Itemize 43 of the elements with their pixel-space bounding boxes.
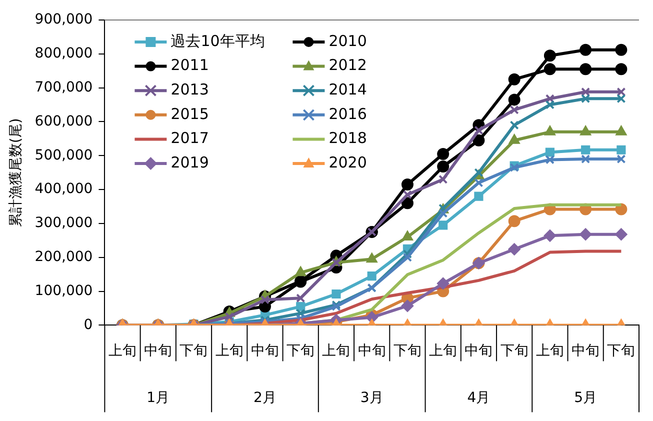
- text: 5月: [574, 390, 598, 406]
- x-tick-label: 上旬: [108, 343, 137, 360]
- legend-label: 2020: [328, 153, 367, 172]
- legend-label: 2016: [328, 104, 367, 123]
- y-axis-title: 累計漁獲尾数(尾): [8, 118, 24, 228]
- x-tick-label: 下旬: [286, 343, 315, 360]
- x-tick-label: 中旬: [144, 343, 172, 360]
- y-tick-label: 0: [84, 316, 93, 333]
- legend-label: 2019: [170, 153, 209, 172]
- legend-label: 2012: [328, 56, 367, 74]
- legend-label: 2013: [170, 80, 209, 98]
- y-tick-label: 500,000: [34, 147, 93, 164]
- y-tick-label: 300,000: [34, 215, 93, 232]
- y-tick-label: 200,000: [34, 249, 93, 266]
- y-tick-label: 100,000: [34, 282, 93, 299]
- legend-label: 2015: [170, 104, 209, 123]
- legend-label: 2010: [328, 32, 367, 50]
- y-tick-label: 400,000: [34, 181, 93, 198]
- x-tick-label: 下旬: [500, 343, 528, 360]
- x-tick-label: 下旬: [393, 343, 422, 360]
- text: 3月: [360, 390, 384, 406]
- x-tick-label: 下旬: [180, 343, 208, 360]
- x-tick-label: 下旬: [607, 343, 636, 360]
- legend-label: 2017: [170, 129, 209, 148]
- text: 4月: [467, 390, 490, 406]
- legend-label: 2011: [170, 56, 209, 74]
- text: 2月: [254, 390, 276, 406]
- x-tick-label: 中旬: [250, 343, 279, 360]
- y-tick-label: 600,000: [34, 113, 93, 130]
- legend-label: 2014: [328, 80, 367, 98]
- legend-label: 2018: [328, 129, 367, 148]
- y-tick-label: 800,000: [34, 46, 93, 62]
- x-tick-label: 上旬: [536, 343, 564, 360]
- x-tick-label: 上旬: [215, 343, 244, 360]
- legend-label: 過去10年平均: [170, 32, 265, 50]
- x-tick-label: 中旬: [358, 343, 386, 360]
- x-tick-label: 上旬: [429, 343, 458, 360]
- x-tick-label: 中旬: [464, 343, 493, 360]
- y-tick-label: 900,000: [34, 12, 93, 28]
- y-tick-label: 700,000: [34, 79, 93, 96]
- x-tick-label: 上旬: [322, 343, 350, 360]
- x-tick-label: 中旬: [572, 343, 600, 360]
- text: 1月: [146, 390, 170, 406]
